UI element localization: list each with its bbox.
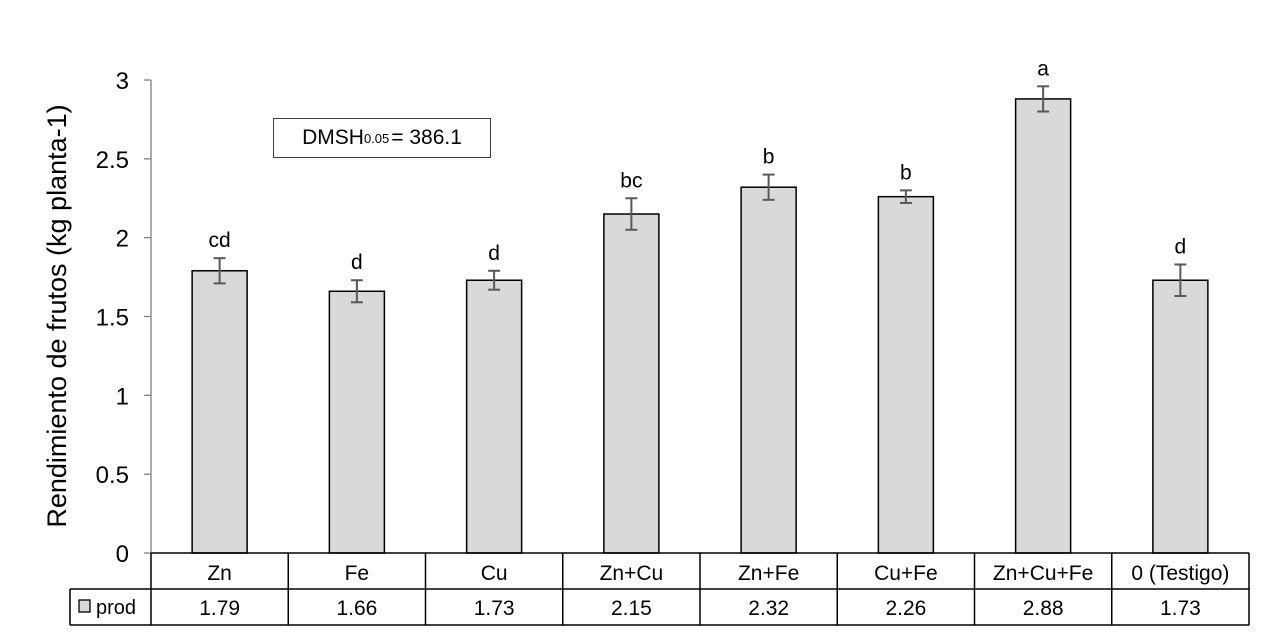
bar [1014,98,1072,554]
bar [603,213,660,554]
significance-letter: d [488,242,500,265]
y-tick-label: 0 [116,541,129,568]
significance-letter: a [1037,57,1049,80]
significance-letter: cd [209,229,231,252]
legend-swatch [78,599,91,613]
significance-letter: bc [620,169,642,192]
category-label: Zn [207,562,232,585]
bar [740,186,797,554]
dmsh-value: = 386.1 [391,126,462,149]
table-value: 2.26 [885,597,926,620]
table-value: 2.88 [1023,597,1064,620]
data-table: Zn 1.79 Fe 1.66 Cu 1.73 Zn+Cu 2.15 Zn+Fe 2.32 Cu+F… [69,552,1250,626]
bar [1152,279,1209,554]
y-tick-label: 2.5 [96,147,129,174]
category-label: Zn+Cu+Fe [993,562,1093,585]
table-value: 1.73 [474,597,515,620]
table-value: 1.73 [1160,597,1201,620]
category-label: Zn+Cu [600,562,664,585]
y-tick-label: 0.5 [96,462,129,489]
table-value: 2.15 [611,597,652,620]
y-tick-label: 1.5 [96,305,129,332]
bar [191,270,248,554]
significance-letter: d [351,251,363,274]
category-label: Fe [345,562,370,585]
category-label: 0 (Testigo) [1131,562,1229,585]
bar [465,279,523,554]
y-axis: 0 0.5 1 1.5 2 2.5 3 [96,68,152,568]
significance-letter: b [900,161,912,184]
category-label: Cu+Fe [874,562,938,585]
category-label: Cu [481,562,508,585]
y-tick-label: 2 [116,226,129,253]
series-name: prod [96,597,136,619]
dmsh-annotation: DMSH 0.05 = 386.1 [273,118,491,158]
significance-letter: b [763,146,775,169]
bars: cd d d bc b b a d [191,57,1209,554]
table-value: 2.32 [748,597,789,620]
y-tick-label: 1 [116,383,129,410]
table-value: 1.66 [336,597,377,620]
bar [328,290,386,554]
bar [877,195,935,554]
dmsh-subscript: 0.05 [363,130,390,146]
y-tick-label: 3 [116,68,129,95]
dmsh-prefix: DMSH [302,126,364,149]
significance-letter: d [1175,235,1187,258]
y-axis-label: Rendimiento de frutos (kg planta-1) [42,104,72,527]
table-value: 1.79 [199,597,240,620]
category-label: Zn+Fe [738,562,799,585]
